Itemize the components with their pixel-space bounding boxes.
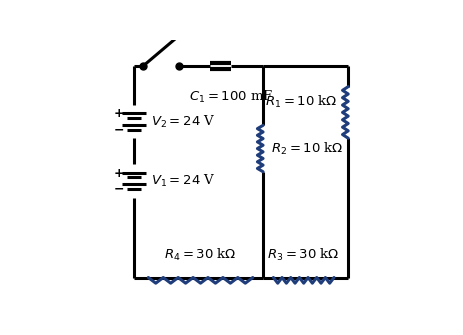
Text: $R_2 = 10$ k$\Omega$: $R_2 = 10$ k$\Omega$ xyxy=(271,140,343,156)
Text: +: + xyxy=(113,107,124,120)
Text: $R_4 = 30$ k$\Omega$: $R_4 = 30$ k$\Omega$ xyxy=(164,247,237,263)
Text: $R_3 = 30$ k$\Omega$: $R_3 = 30$ k$\Omega$ xyxy=(268,247,340,263)
Text: $R_1 = 10$ k$\Omega$: $R_1 = 10$ k$\Omega$ xyxy=(265,94,338,110)
Text: $V_2 = 24$ V: $V_2 = 24$ V xyxy=(151,114,215,130)
Text: +: + xyxy=(113,166,124,180)
Text: −: − xyxy=(113,183,124,196)
Text: $V_1 = 24$ V: $V_1 = 24$ V xyxy=(151,173,215,189)
Text: −: − xyxy=(113,123,124,136)
Text: $C_1 = 100$ mF: $C_1 = 100$ mF xyxy=(188,89,273,105)
